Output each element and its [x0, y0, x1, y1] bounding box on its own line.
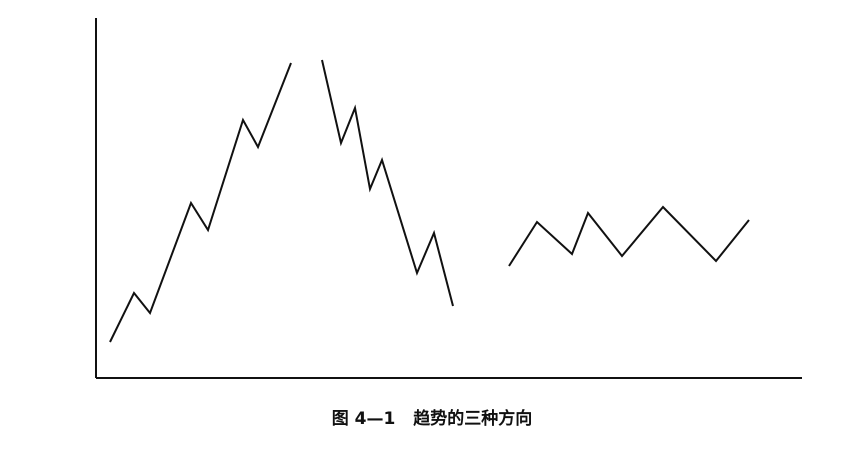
sideways-trend-zigzag-line — [508, 205, 750, 267]
uptrend-zigzag-line — [109, 62, 292, 343]
figure-number: 图 4—1 — [331, 409, 396, 429]
figure-caption: 图 4—1 趋势的三种方向 — [0, 404, 864, 429]
downtrend-zigzag-line — [321, 59, 454, 307]
figure-title: 趋势的三种方向 — [413, 409, 533, 429]
